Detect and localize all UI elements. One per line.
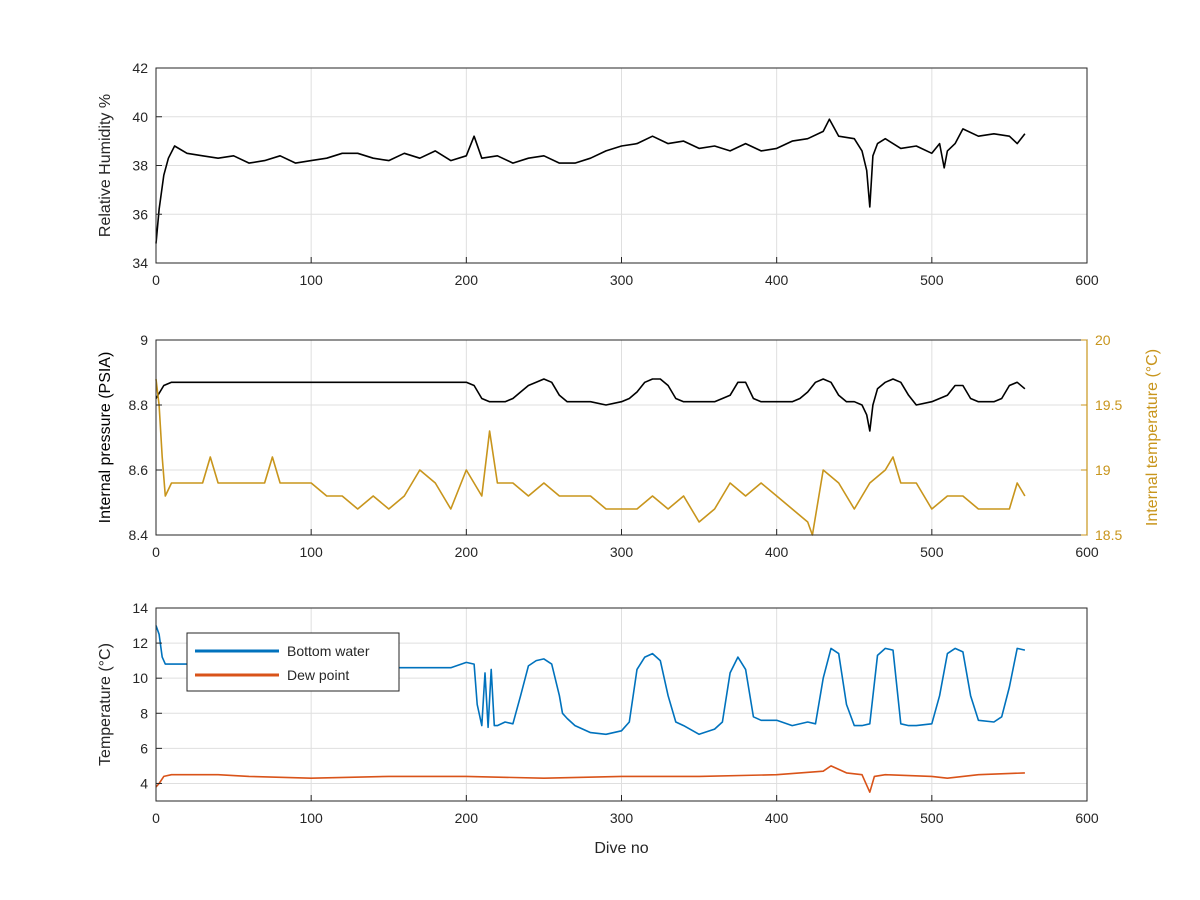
dew-point-line	[155, 765, 1025, 794]
pressure-x-tick-label: 400	[765, 544, 789, 560]
humidity-series	[155, 118, 1026, 244]
humidity-y-tick-label: 38	[132, 158, 148, 174]
right-y-tick-label: 19	[1095, 462, 1111, 478]
temperature-panel: 0 100 200 300 400 500 600 4 6 8 10 12 14 Temperature…	[97, 600, 1099, 857]
bottom-water-line	[155, 625, 1026, 736]
pressure-series-1-line	[155, 378, 1026, 536]
pressure-ticks: 0 100 200 300 400 500 600 8.4 8.6 8.8 9 18.5 19 19.5 2…	[129, 332, 1123, 560]
internal-temperature-y-axis-label: Internal temperature (°C)	[1144, 349, 1161, 526]
humidity-x-tick-label: 200	[455, 272, 479, 288]
temperature-y-tick-label: 10	[132, 670, 148, 686]
humidity-panel: 0 100 200 300 400 500 600 34 36 38 40 42 Relative H…	[97, 60, 1099, 288]
humidity-x-tick-label: 100	[299, 272, 323, 288]
pressure-x-tick-label: 600	[1075, 544, 1099, 560]
legend-label-dew-point: Dew point	[287, 667, 349, 683]
pressure-y-tick-label: 8.6	[129, 462, 149, 478]
temperature-y-tick-label: 8	[140, 705, 148, 721]
pressure-series-0-line	[155, 378, 1026, 432]
legend-box	[186, 632, 400, 692]
temperature-y-tick-label: 4	[140, 775, 148, 791]
temperature-x-tick-label: 100	[299, 810, 323, 826]
humidity-x-tick-label: 500	[920, 272, 944, 288]
temperature-x-tick-label: 500	[920, 810, 944, 826]
pressure-temperature-series	[155, 378, 1026, 536]
temperature-x-tick-label: 300	[610, 810, 634, 826]
humidity-y-tick-label: 34	[132, 255, 148, 271]
pressure-x-tick-label: 200	[455, 544, 479, 560]
humidity-x-tick-label: 300	[610, 272, 634, 288]
humidity-y-tick-label: 42	[132, 60, 148, 76]
temperature-y-tick-label: 6	[140, 740, 148, 756]
pressure-x-tick-label: 100	[299, 544, 323, 560]
temperature-y-tick-label: 14	[132, 600, 148, 616]
pressure-y-axis-label: Internal pressure (PSIA)	[97, 352, 114, 524]
right-y-tick-label: 19.5	[1095, 397, 1122, 413]
temperature-y-axis-label: Temperature (°C)	[97, 643, 114, 766]
temperature-x-tick-label: 200	[455, 810, 479, 826]
pressure-x-tick-label: 0	[152, 544, 160, 560]
humidity-x-tick-label: 0	[152, 272, 160, 288]
legend-label-bottom-water: Bottom water	[287, 643, 370, 659]
temperature-ticks: 0 100 200 300 400 500 600 4 6 8 10 12 14	[132, 600, 1098, 826]
pressure-y-tick-label: 9	[140, 332, 148, 348]
temperature-series	[155, 625, 1026, 794]
pressure-y-tick-label: 8.8	[129, 397, 149, 413]
right-y-tick-label: 20	[1095, 332, 1111, 348]
pressure-temperature-panel: 0 100 200 300 400 500 600 8.4 8.6 8.8 9 18.5 19 19.5 2…	[97, 332, 1161, 560]
humidity-x-tick-label: 400	[765, 272, 789, 288]
right-y-tick-label: 18.5	[1095, 527, 1122, 543]
humidity-y-tick-label: 36	[132, 206, 148, 222]
humidity-y-axis-label: Relative Humidity %	[97, 94, 114, 237]
humidity-series-0-line	[155, 118, 1026, 244]
x-axis-label: Dive no	[594, 840, 648, 857]
temperature-x-tick-label: 400	[765, 810, 789, 826]
pressure-y-tick-label: 8.4	[129, 527, 149, 543]
temperature-x-tick-label: 0	[152, 810, 160, 826]
humidity-x-tick-label: 600	[1075, 272, 1099, 288]
temperature-x-tick-label: 600	[1075, 810, 1099, 826]
temperature-y-tick-label: 12	[132, 635, 148, 651]
legend: Bottom water Dew point	[186, 632, 400, 692]
pressure-x-tick-label: 500	[920, 544, 944, 560]
humidity-y-tick-label: 40	[132, 109, 148, 125]
humidity-ticks: 0 100 200 300 400 500 600 34 36 38 40 42	[132, 60, 1098, 288]
pressure-x-tick-label: 300	[610, 544, 634, 560]
